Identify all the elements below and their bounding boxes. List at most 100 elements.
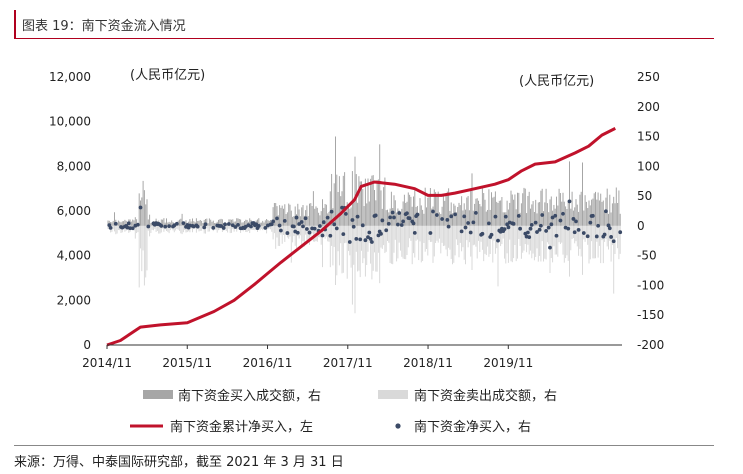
net-buy-point: [301, 224, 305, 229]
net-buy-point: [544, 229, 548, 233]
net-buy-point: [256, 224, 261, 228]
net-buy-point: [528, 226, 533, 231]
net-buy-point: [379, 231, 383, 236]
right-tick-label: 50: [637, 189, 652, 203]
right-tick-label: -200: [637, 338, 664, 352]
net-buy-point: [233, 225, 238, 229]
x-tick-label: 2016/11: [243, 356, 293, 370]
net-buy-point: [279, 228, 283, 233]
net-buy-point: [202, 225, 207, 230]
net-buy-point: [249, 224, 253, 229]
net-buy-point: [386, 221, 391, 226]
net-buy-point: [576, 227, 581, 232]
net-buy-point: [518, 226, 522, 231]
net-buy-point: [462, 214, 467, 219]
net-buy-point: [321, 220, 326, 225]
net-buy-point: [285, 231, 290, 235]
legend-label-net: 南下资金净买入，右: [414, 419, 531, 435]
net-buy-point: [354, 236, 359, 241]
net-buy-point: [493, 214, 498, 219]
right-tick-label: 150: [637, 130, 660, 144]
net-buy-point: [159, 224, 164, 228]
net-buy-point: [463, 225, 468, 230]
net-buy-point: [146, 224, 151, 229]
net-buy-point: [487, 221, 491, 226]
net-buy-point: [227, 222, 231, 226]
net-buy-point: [344, 211, 348, 216]
net-buy-point: [350, 218, 355, 222]
net-buy-point: [384, 228, 389, 233]
net-buy-point: [529, 222, 534, 227]
legend-swatch-net: [395, 423, 401, 429]
net-buy-point: [294, 215, 299, 220]
net-buy-point: [181, 221, 186, 226]
net-buy-point: [502, 227, 507, 232]
net-buy-point: [126, 221, 131, 226]
net-buy-point: [401, 219, 405, 224]
title-divider: [14, 38, 714, 39]
net-buy-point: [548, 245, 552, 250]
right-tick-label: 100: [637, 159, 660, 173]
net-buy-point: [318, 224, 322, 228]
net-buy-point: [299, 220, 304, 224]
net-buy-point: [138, 205, 143, 210]
net-buy-point: [516, 213, 521, 218]
net-buy-point: [312, 226, 317, 231]
net-buy-point: [412, 230, 417, 235]
net-buy-point: [390, 210, 395, 215]
net-buy-point: [405, 211, 409, 216]
source-note: 来源：万得、中泰国际研究部，截至 2021 年 3 月 31 日: [14, 455, 344, 470]
net-buy-point: [506, 225, 511, 230]
net-buy-point: [332, 222, 337, 227]
net-buy-point: [108, 225, 113, 230]
net-buy-point: [611, 239, 616, 244]
net-buy-point: [591, 213, 595, 218]
net-buy-point: [428, 231, 433, 235]
net-buy-point: [561, 211, 565, 216]
net-buy-point: [355, 214, 360, 219]
net-buy-point: [606, 223, 611, 228]
left-tick-label: 6,000: [57, 204, 91, 218]
net-buy-point: [351, 224, 356, 229]
net-buy-point: [358, 237, 363, 242]
net-buy-point: [221, 226, 226, 230]
net-buy-point: [223, 222, 227, 227]
net-buy-point: [399, 223, 404, 227]
net-buy-point: [581, 231, 586, 235]
net-buy-point: [594, 234, 599, 239]
net-buy-point: [526, 230, 530, 235]
left-axis-unit: (人民币亿元): [130, 68, 205, 83]
net-buy-point: [275, 216, 279, 221]
net-buy-point: [130, 226, 135, 231]
left-tick-label: 10,000: [49, 115, 91, 129]
net-buy-point: [474, 210, 478, 215]
legend-label-buy: 南下资金买入成交额，右: [178, 388, 321, 404]
net-buy-point: [572, 230, 577, 235]
net-buy-point: [167, 224, 172, 229]
net-buy-point: [320, 233, 325, 238]
net-buy-point: [571, 217, 576, 221]
net-buy-point: [380, 218, 385, 223]
net-buy-point: [136, 222, 140, 227]
net-buy-point: [539, 223, 543, 228]
net-buy-point: [211, 225, 216, 230]
net-buy-point: [347, 240, 352, 244]
legend-swatch-sell: [378, 390, 408, 399]
net-buy-point: [271, 219, 275, 224]
net-buy-point: [440, 217, 444, 221]
left-tick-label: 4,000: [57, 249, 91, 263]
net-buy-point: [431, 209, 435, 214]
right-tick-label: 0: [637, 219, 645, 233]
left-tick-label: 8,000: [57, 159, 91, 173]
chart-title-bar: 图表 19：南下资金流入情况: [14, 10, 716, 38]
net-buy-point: [549, 222, 554, 227]
net-buy-point: [480, 231, 485, 236]
net-buy-point: [596, 223, 600, 228]
right-axis-ticks: -200 -150 -100 -50 0 50 100 150 200 250: [637, 70, 664, 352]
cumulative-net-buy-line: [106, 127, 616, 347]
x-tick-label: 2018/11: [403, 356, 453, 370]
net-buy-point: [496, 238, 500, 243]
right-axis-unit: (人民币亿元): [519, 74, 594, 89]
net-buy-point: [558, 218, 563, 223]
x-tick-label: 2019/11: [483, 356, 533, 370]
